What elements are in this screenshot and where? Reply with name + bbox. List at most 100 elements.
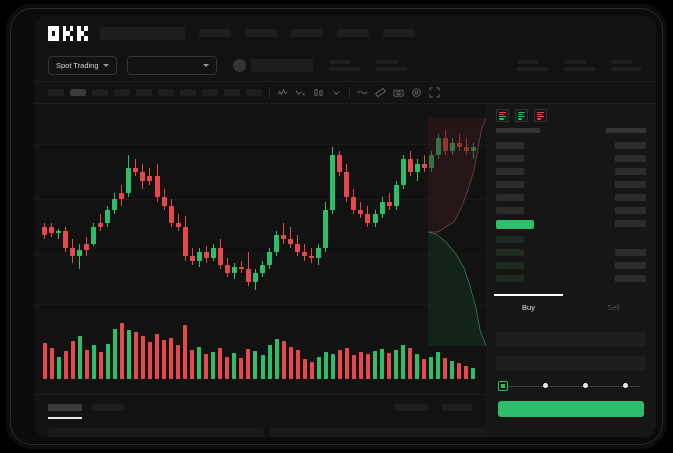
timeframe-5[interactable] xyxy=(136,89,152,96)
candle-wick xyxy=(458,134,460,152)
trade-row xyxy=(615,275,646,282)
candle xyxy=(351,104,357,304)
slider-step-50[interactable] xyxy=(583,383,588,388)
price-field[interactable] xyxy=(496,332,646,347)
bottom-action-2[interactable] xyxy=(442,404,472,411)
orderbook-last-price[interactable] xyxy=(496,220,534,229)
settings-icon[interactable] xyxy=(411,87,422,98)
chart-gridline xyxy=(34,304,486,305)
amount-field[interactable] xyxy=(496,356,646,371)
volume-bar xyxy=(239,357,244,379)
orderbook-ask-row[interactable] xyxy=(496,181,524,188)
candle-body xyxy=(260,264,265,274)
fullscreen-icon[interactable] xyxy=(429,87,440,98)
orderbook-ask-row[interactable] xyxy=(496,168,524,175)
candle xyxy=(84,104,90,304)
compare-icon[interactable] xyxy=(295,87,306,98)
candle-body xyxy=(267,252,273,265)
timeframe-7[interactable] xyxy=(180,89,196,96)
orderbook-bid-row[interactable] xyxy=(496,262,524,269)
price-chart[interactable] xyxy=(34,104,486,394)
amount-slider[interactable] xyxy=(498,381,644,391)
candle-body xyxy=(119,193,125,200)
tab-buy[interactable]: Buy xyxy=(486,294,571,320)
orderbook-ask-row[interactable] xyxy=(496,142,524,149)
chevron-down-icon[interactable] xyxy=(331,87,342,98)
ruler-icon[interactable] xyxy=(375,87,386,98)
candle xyxy=(42,104,47,304)
volume-bar xyxy=(253,351,258,379)
volume-bar xyxy=(77,336,82,379)
line-chart-icon[interactable] xyxy=(357,87,368,98)
candle-wick xyxy=(149,167,151,185)
timeframe-1[interactable] xyxy=(48,89,64,96)
timeframe-10[interactable] xyxy=(246,89,262,96)
nav-item-4[interactable] xyxy=(337,29,369,37)
orderbook-view-bids[interactable] xyxy=(515,109,528,122)
nav-item-1[interactable] xyxy=(199,29,231,37)
volume-bar xyxy=(351,355,356,379)
candle xyxy=(442,104,448,304)
candle-body xyxy=(365,214,371,223)
orderbook-bid-row[interactable] xyxy=(496,249,524,256)
candle xyxy=(182,104,188,304)
timeframe-6[interactable] xyxy=(158,89,174,96)
orderbook-bid-row[interactable] xyxy=(496,275,524,282)
candle xyxy=(196,104,202,304)
candle xyxy=(316,104,322,304)
candle xyxy=(140,104,146,304)
candle-body xyxy=(386,201,392,206)
candle-body xyxy=(63,231,69,248)
nav-item-3[interactable] xyxy=(291,29,323,37)
candle xyxy=(210,104,216,304)
candle-body xyxy=(344,172,350,198)
orders-panel xyxy=(34,394,486,437)
volume-bar xyxy=(373,351,378,379)
timeframe-4[interactable] xyxy=(114,89,130,96)
candle-body xyxy=(372,214,378,223)
tab-sell[interactable]: Sell xyxy=(607,302,620,312)
candle xyxy=(407,104,413,304)
nav-item-5[interactable] xyxy=(383,29,415,37)
orderbook-view-both[interactable] xyxy=(496,109,509,122)
timeframe-2[interactable] xyxy=(70,89,86,96)
candle xyxy=(393,104,399,304)
slider-step-25[interactable] xyxy=(543,383,548,388)
slider-handle[interactable] xyxy=(498,381,508,391)
tab-open-orders[interactable] xyxy=(48,404,82,411)
candles-icon[interactable] xyxy=(313,87,324,98)
nav-item-2[interactable] xyxy=(245,29,277,37)
trading-mode-label: Spot Trading xyxy=(56,61,99,70)
trading-pair-select[interactable] xyxy=(126,56,217,75)
trading-mode-select[interactable]: Spot Trading xyxy=(48,56,117,75)
orderbook-ask-row[interactable] xyxy=(496,194,524,201)
orderbook-view-asks[interactable] xyxy=(534,109,547,122)
candle-body xyxy=(147,176,153,181)
candle-wick xyxy=(283,222,285,244)
timeframe-3[interactable] xyxy=(92,89,108,96)
candle xyxy=(470,104,476,304)
camera-icon[interactable] xyxy=(393,87,404,98)
orderbook-bid-row[interactable] xyxy=(496,236,524,243)
candle-body xyxy=(56,231,62,234)
search-input[interactable] xyxy=(100,26,185,40)
candle-body xyxy=(302,252,308,257)
indicator-icon[interactable] xyxy=(277,87,288,98)
timeframe-8[interactable] xyxy=(202,89,218,96)
orderbook-ask-row[interactable] xyxy=(496,207,524,214)
okx-logo[interactable] xyxy=(48,25,88,41)
candle-body xyxy=(189,256,195,261)
orders-placeholder-right xyxy=(270,428,486,437)
volume-bar xyxy=(197,346,202,379)
volume-bar xyxy=(204,354,209,379)
candle-body xyxy=(456,142,462,147)
candle-body xyxy=(154,176,160,198)
candle-body xyxy=(442,138,448,152)
submit-order-button[interactable] xyxy=(498,401,644,417)
timeframe-9[interactable] xyxy=(224,89,240,96)
bottom-action-1[interactable] xyxy=(395,404,428,411)
volume-bar xyxy=(133,331,138,379)
tab-order-history[interactable] xyxy=(92,404,124,411)
slider-step-75[interactable] xyxy=(623,383,628,388)
orderbook-ask-row[interactable] xyxy=(496,155,524,162)
